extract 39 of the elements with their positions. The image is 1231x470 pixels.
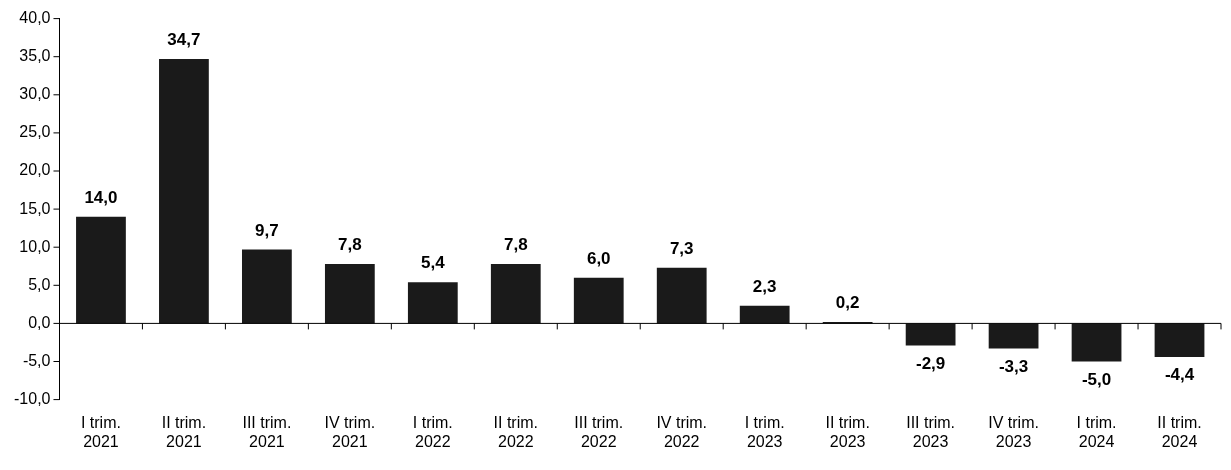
x-tick-label: I trim. 2023: [744, 413, 785, 450]
data-label: 7,8: [503, 235, 528, 255]
y-tick-label: 15,0: [19, 199, 51, 217]
y-tick-label: 0,0: [28, 313, 51, 331]
y-tick-label: 35,0: [19, 47, 51, 65]
y-tick-label: 20,0: [19, 161, 51, 179]
data-label: -4,4: [1164, 365, 1195, 385]
y-tick-label: -5,0: [22, 351, 51, 369]
x-tick-label: I trim. 2024: [1076, 413, 1117, 450]
x-tick-label: I trim. 2022: [412, 413, 453, 450]
y-tick-label: 40,0: [19, 9, 51, 27]
y-tick-label: 10,0: [19, 237, 51, 255]
data-label: 7,3: [669, 238, 694, 258]
x-tick-label: IV trim. 2022: [656, 413, 708, 450]
data-label: 9,7: [255, 220, 279, 240]
x-tick-label: III trim. 2021: [242, 413, 292, 450]
data-label: 34,7: [167, 30, 201, 50]
data-label: -5,0: [1081, 369, 1112, 389]
y-tick-label: 25,0: [19, 123, 51, 141]
data-label: 0,2: [835, 293, 860, 313]
x-tick-label: III trim. 2022: [574, 413, 624, 450]
y-tick-label: -10,0: [14, 390, 51, 408]
x-tick-label: II trim. 2021: [161, 413, 207, 450]
data-label: 5,4: [421, 253, 446, 273]
data-label: 7,8: [338, 235, 362, 255]
x-tick-label: II trim. 2023: [825, 413, 870, 450]
x-tick-label: II trim. 2024: [1157, 413, 1202, 450]
x-tick-label: IV trim. 2023: [988, 413, 1039, 450]
x-tick-label: I trim. 2021: [80, 413, 121, 450]
y-tick-label: 5,0: [28, 275, 51, 293]
data-label: -3,3: [998, 356, 1029, 376]
data-label: 14,0: [84, 187, 118, 207]
data-label: 6,0: [586, 248, 611, 268]
x-tick-label: IV trim. 2021: [324, 413, 376, 450]
y-tick-label: 30,0: [19, 85, 51, 103]
x-tick-label: III trim. 2023: [906, 413, 956, 450]
data-label: 2,3: [752, 277, 777, 297]
data-label: -2,9: [915, 353, 946, 373]
x-tick-label: II trim. 2022: [493, 413, 538, 450]
